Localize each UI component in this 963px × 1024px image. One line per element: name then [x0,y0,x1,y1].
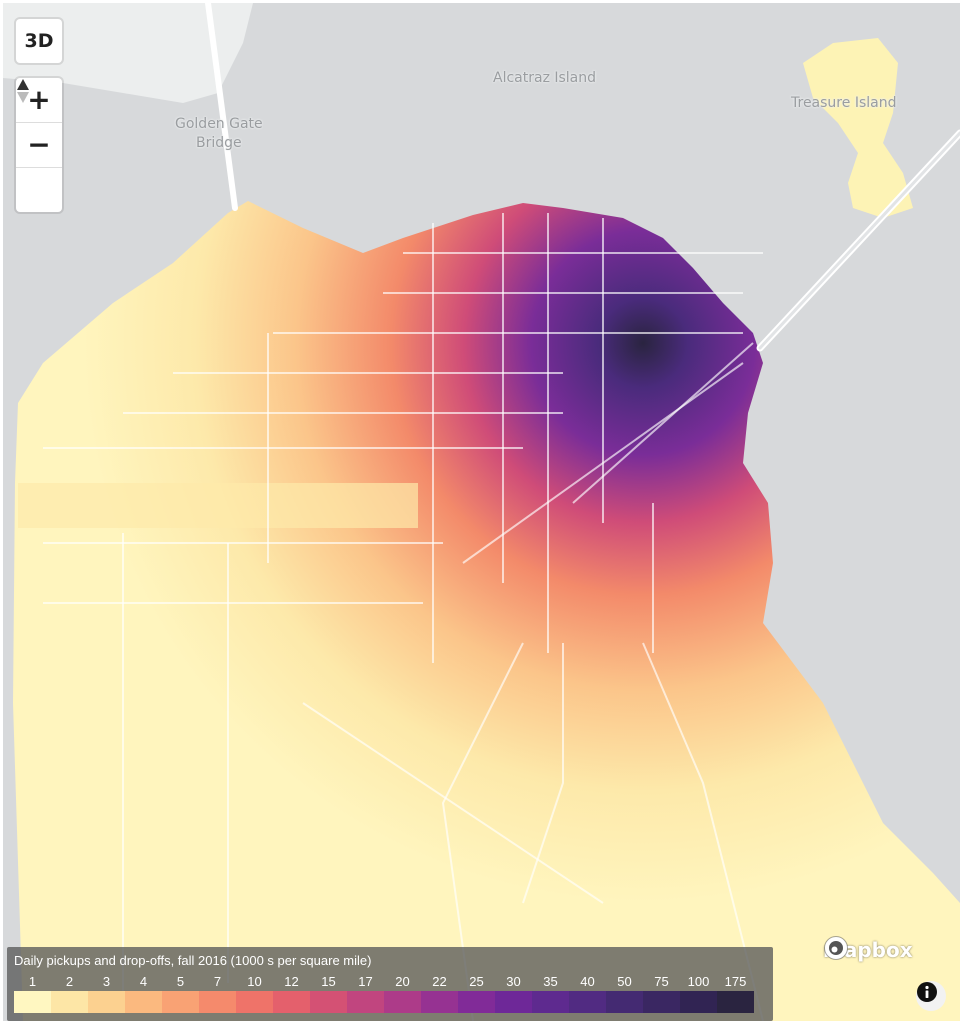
compass-button[interactable] [16,79,62,212]
zoom-out-button[interactable]: − [16,122,62,167]
legend-bin: 5 [162,973,199,1013]
legend-bin-swatch [532,991,569,1013]
land-treasure-island [803,38,913,218]
3d-label: 3D [24,30,54,52]
legend-bin-swatch [717,991,754,1013]
legend-bin-swatch [51,991,88,1013]
legend-bin-swatch [273,991,310,1013]
legend-bin-swatch [125,991,162,1013]
legend-bin-label: 2 [65,974,74,989]
place-label-treasure-island: Treasure Island [791,95,897,111]
attribution-info-button[interactable] [916,981,946,1011]
legend-bin-label: 7 [213,974,222,989]
legend-bin: 35 [532,973,569,1013]
legend-bin-swatch [88,991,125,1013]
legend-bin-swatch [14,991,51,1013]
legend-bin-label: 75 [654,974,669,989]
legend-bins: 1 2 3 4 5 7 10 12 15 17 20 22 25 30 35 40 50 75 100 175 [14,973,754,1013]
legend-bin-label: 175 [724,974,747,989]
legend-bin: 100 [680,973,717,1013]
legend-bin: 7 [199,973,236,1013]
legend-bin: 15 [310,973,347,1013]
legend-bin-swatch [421,991,458,1013]
legend-bin-label: 4 [139,974,148,989]
legend-bin-swatch [236,991,273,1013]
legend-bin: 1 [14,973,51,1013]
legend-bin: 25 [458,973,495,1013]
legend-title: Daily pickups and drop-offs, fall 2016 (… [14,953,372,968]
legend-bin: 75 [643,973,680,1013]
legend-bin: 20 [384,973,421,1013]
legend-bin-label: 10 [247,974,262,989]
legend-bin-label: 1 [28,974,37,989]
legend-bin-swatch [384,991,421,1013]
legend-bin: 50 [606,973,643,1013]
legend-bin-label: 35 [543,974,558,989]
legend-bin-label: 30 [506,974,521,989]
legend-bin: 40 [569,973,606,1013]
legend-bin-swatch [643,991,680,1013]
place-label-golden-gate-bridge: Golden Gate Bridge [175,116,263,151]
legend-bin: 12 [273,973,310,1013]
zoom-out-icon: − [27,128,51,161]
legend-bin-swatch [680,991,717,1013]
zoom-in-icon: + [27,83,51,116]
golden-gate-bridge [205,3,238,211]
map-graphics [3,3,960,1021]
legend-bin-swatch [347,991,384,1013]
legend-bin: 2 [51,973,88,1013]
legend-bin-label: 17 [358,974,373,989]
legend-bin-label: 100 [687,974,710,989]
road-network [43,213,764,1021]
legend-bin: 4 [125,973,162,1013]
legend-bin: 22 [421,973,458,1013]
land-marin [3,3,253,103]
legend: Daily pickups and drop-offs, fall 2016 (… [7,947,773,1021]
info-icon [917,982,937,1002]
zoom-in-button[interactable]: + [16,78,62,122]
legend-bin-label: 3 [102,974,111,989]
legend-bin-label: 12 [284,974,299,989]
legend-bin-label: 15 [321,974,336,989]
legend-bin: 17 [347,973,384,1013]
land-san-francisco [13,201,960,1021]
mapbox-logo-icon [824,936,848,960]
legend-bin-label: 5 [176,974,185,989]
compass-icon [17,79,29,103]
legend-bin-swatch [569,991,606,1013]
legend-bin-swatch [606,991,643,1013]
legend-bin-swatch [310,991,347,1013]
legend-bin: 30 [495,973,532,1013]
place-label-alcatraz: Alcatraz Island [493,70,597,86]
legend-bin-label: 22 [432,974,447,989]
legend-bin-label: 25 [469,974,484,989]
3d-toggle-button[interactable]: 3D [16,19,62,63]
park-golden-gate [18,483,418,528]
mapbox-logo[interactable]: mapbox [823,935,913,965]
legend-bin-label: 40 [580,974,595,989]
legend-bin: 3 [88,973,125,1013]
legend-bin-swatch [162,991,199,1013]
legend-bin-swatch [458,991,495,1013]
legend-bin-label: 50 [617,974,632,989]
legend-bin-label: 20 [395,974,410,989]
legend-bin: 175 [717,973,754,1013]
map-canvas[interactable]: Alcatraz Island Golden Gate Bridge Treas… [3,3,960,1021]
navigation-control: + − [16,78,62,212]
legend-bin-swatch [495,991,532,1013]
legend-bin: 10 [236,973,273,1013]
legend-bin-swatch [199,991,236,1013]
